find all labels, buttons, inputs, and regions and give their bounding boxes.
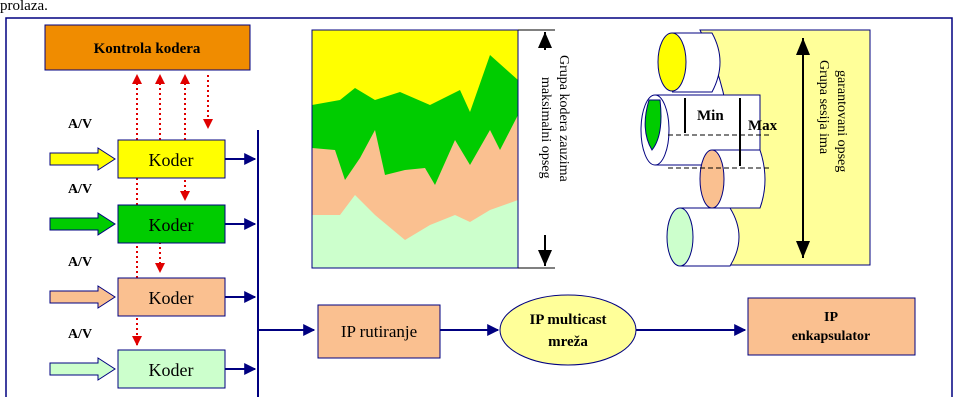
min-label: Min <box>697 108 724 124</box>
input-label: A/V <box>68 117 92 132</box>
node-label: IP rutiranje <box>341 322 417 341</box>
chart-caption: Grupa kodera zauzima maksimalni opseg <box>538 50 576 235</box>
diagram: prolaza. Kontrola kodera A/V Koder A/V Kode… <box>0 0 957 397</box>
node-label: mreža <box>548 334 588 350</box>
input-arrow <box>50 286 115 308</box>
node-label: IP <box>824 310 838 325</box>
coder-label: Koder <box>149 360 194 380</box>
input-label: A/V <box>68 255 92 270</box>
input-arrow <box>50 213 115 235</box>
input-arrow <box>50 148 115 170</box>
coder-label: Koder <box>149 288 194 308</box>
caption-line: Grupa sesija ima <box>816 60 831 155</box>
coder-label: Koder <box>149 150 194 170</box>
node-label: IP multicast <box>529 312 606 328</box>
caption-line: maksimalni opseg <box>538 77 553 179</box>
node-ellipse <box>500 295 636 365</box>
coder-label: Koder <box>149 215 194 235</box>
caption-line: garantovani opseg <box>834 70 849 172</box>
control-label: Kontrola kodera <box>94 41 201 57</box>
caption-line: Grupa kodera zauzima <box>556 55 571 182</box>
max-label: Max <box>748 118 778 134</box>
node-label: enkapsulator <box>792 329 871 344</box>
node-box <box>748 298 915 355</box>
coders: A/V Koder A/V Koder A/V Koder A/V Koder <box>50 117 255 388</box>
input-label: A/V <box>68 182 92 197</box>
header-text: prolaza. <box>0 0 48 14</box>
input-label: A/V <box>68 327 92 342</box>
input-arrow <box>50 358 115 380</box>
